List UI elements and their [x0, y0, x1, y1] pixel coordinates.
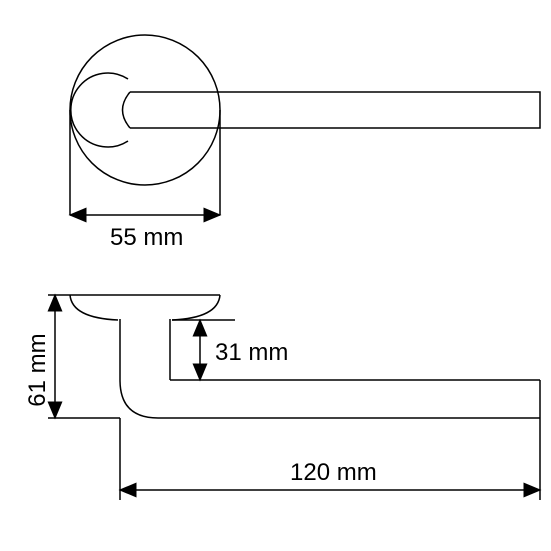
- dim-61mm: 61 mm: [24, 295, 120, 418]
- dim-31-label: 31 mm: [215, 339, 288, 366]
- rose-inner-arc: [71, 73, 128, 147]
- technical-drawing: 55 mm 61 mm 31 mm 120 mm: [0, 0, 551, 551]
- dim-31mm: 31 mm: [172, 320, 288, 380]
- rose-right-curve: [172, 295, 220, 320]
- rose-outer-circle: [70, 35, 220, 185]
- lever-top-end: [123, 92, 131, 128]
- dim-55-label: 55 mm: [110, 224, 183, 251]
- neck-lever-curve: [120, 380, 158, 418]
- rose-left-curve: [70, 295, 118, 320]
- dim-120-label: 120 mm: [290, 459, 377, 486]
- lever-top: [130, 92, 540, 128]
- dim-55mm: 55 mm: [70, 110, 220, 251]
- top-view: [70, 35, 540, 185]
- side-view: [70, 295, 540, 418]
- dim-61-label: 61 mm: [24, 333, 51, 406]
- dim-120mm: 120 mm: [120, 418, 540, 500]
